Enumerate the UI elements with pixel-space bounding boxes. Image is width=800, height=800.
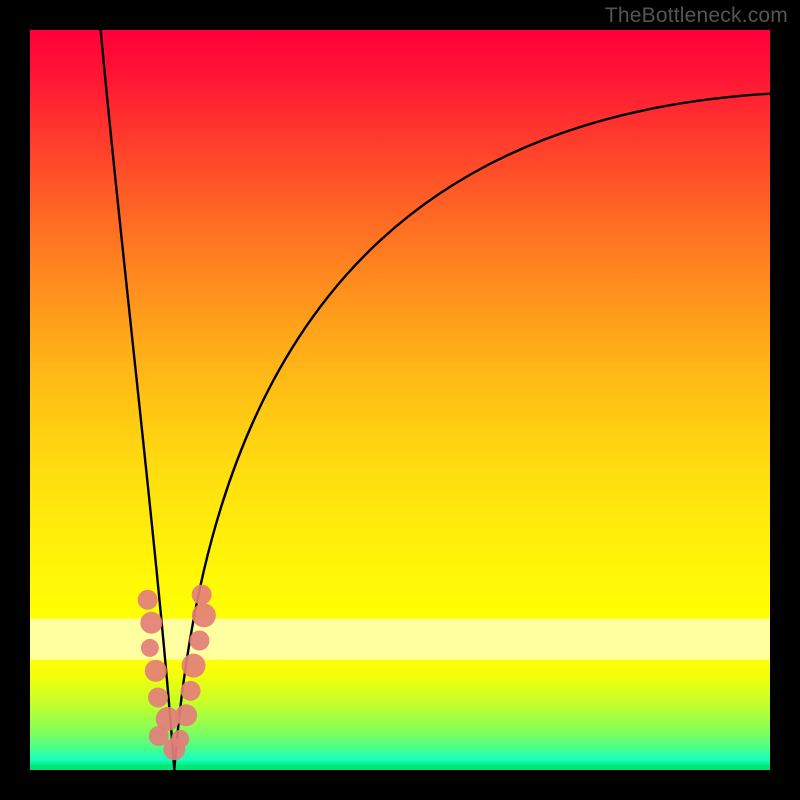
data-marker xyxy=(148,687,168,707)
data-marker xyxy=(192,603,216,627)
data-marker xyxy=(140,612,162,634)
data-marker xyxy=(192,585,212,605)
data-marker xyxy=(138,590,158,610)
data-marker xyxy=(141,639,159,657)
gradient-background xyxy=(30,30,770,770)
data-marker xyxy=(189,631,209,651)
data-marker xyxy=(182,654,206,678)
data-marker xyxy=(175,704,197,726)
stage: { "canvas": { "width": 800, "height": 80… xyxy=(0,0,800,800)
plot-svg xyxy=(30,30,770,770)
plot-area xyxy=(30,30,770,770)
data-marker xyxy=(145,660,167,682)
data-marker xyxy=(181,681,201,701)
attribution-text: TheBottleneck.com xyxy=(605,4,788,28)
data-marker xyxy=(171,730,189,748)
